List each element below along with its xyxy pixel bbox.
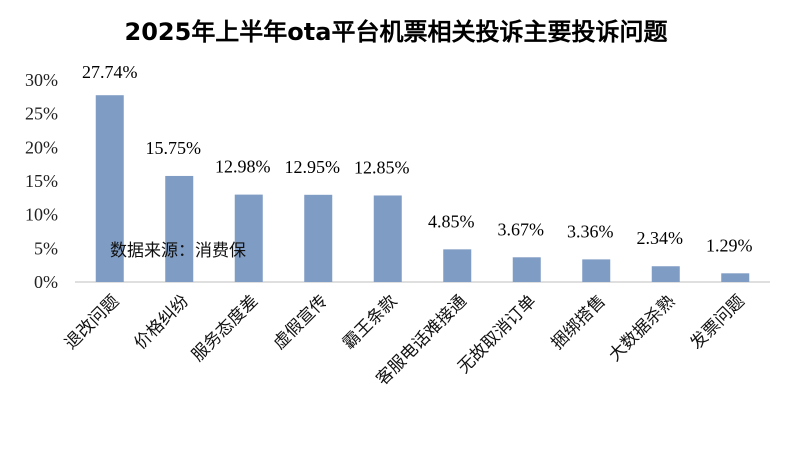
data-label: 12.95% (285, 157, 341, 177)
bar (95, 95, 124, 282)
bar (582, 259, 611, 282)
bar (443, 249, 472, 282)
bar (304, 194, 333, 282)
bars-group (95, 95, 750, 282)
y-tick-label: 5% (34, 238, 58, 258)
category-label: 价格纠纷 (131, 291, 193, 353)
bar (373, 195, 402, 282)
data-label: 1.29% (706, 235, 753, 255)
data-label: 12.98% (215, 157, 271, 177)
data-label: 2.34% (637, 228, 684, 248)
data-label: 4.85% (428, 211, 475, 231)
category-label: 发票问题 (687, 291, 749, 353)
chart-title: 2025年上半年ota平台机票相关投诉主要投诉问题 (125, 18, 668, 46)
y-tick-label: 30% (25, 70, 58, 90)
category-label: 捆绑搭售 (548, 291, 610, 353)
value-labels-group: 27.74% 15.75% 12.98% 12.95% 12.85% 4.85% 3.67%… (82, 62, 753, 255)
y-tick-label: 10% (25, 205, 58, 225)
bar (721, 273, 750, 282)
source-annotation: 数据来源：消费保 (110, 241, 246, 261)
category-label: 服务态度差 (188, 291, 262, 365)
bar (234, 194, 263, 282)
data-label: 27.74% (82, 62, 138, 82)
bar (165, 175, 194, 282)
data-label: 15.75% (146, 138, 202, 158)
y-tick-label: 25% (25, 104, 58, 124)
data-label: 3.67% (498, 219, 545, 239)
y-axis: 0% 5% 10% 15% 20% 25% 30% (25, 70, 58, 292)
bar (512, 257, 541, 282)
category-label: 大数据杀熟 (604, 291, 679, 366)
data-label: 12.85% (354, 157, 410, 177)
category-label: 虚假宣传 (270, 291, 332, 353)
category-label: 退改问题 (61, 291, 123, 353)
y-tick-label: 15% (25, 171, 58, 191)
category-label: 霸王条款 (339, 291, 401, 353)
data-label: 3.36% (567, 221, 614, 241)
bar (651, 266, 680, 282)
y-tick-label: 20% (25, 137, 58, 157)
y-tick-label: 0% (34, 272, 58, 292)
